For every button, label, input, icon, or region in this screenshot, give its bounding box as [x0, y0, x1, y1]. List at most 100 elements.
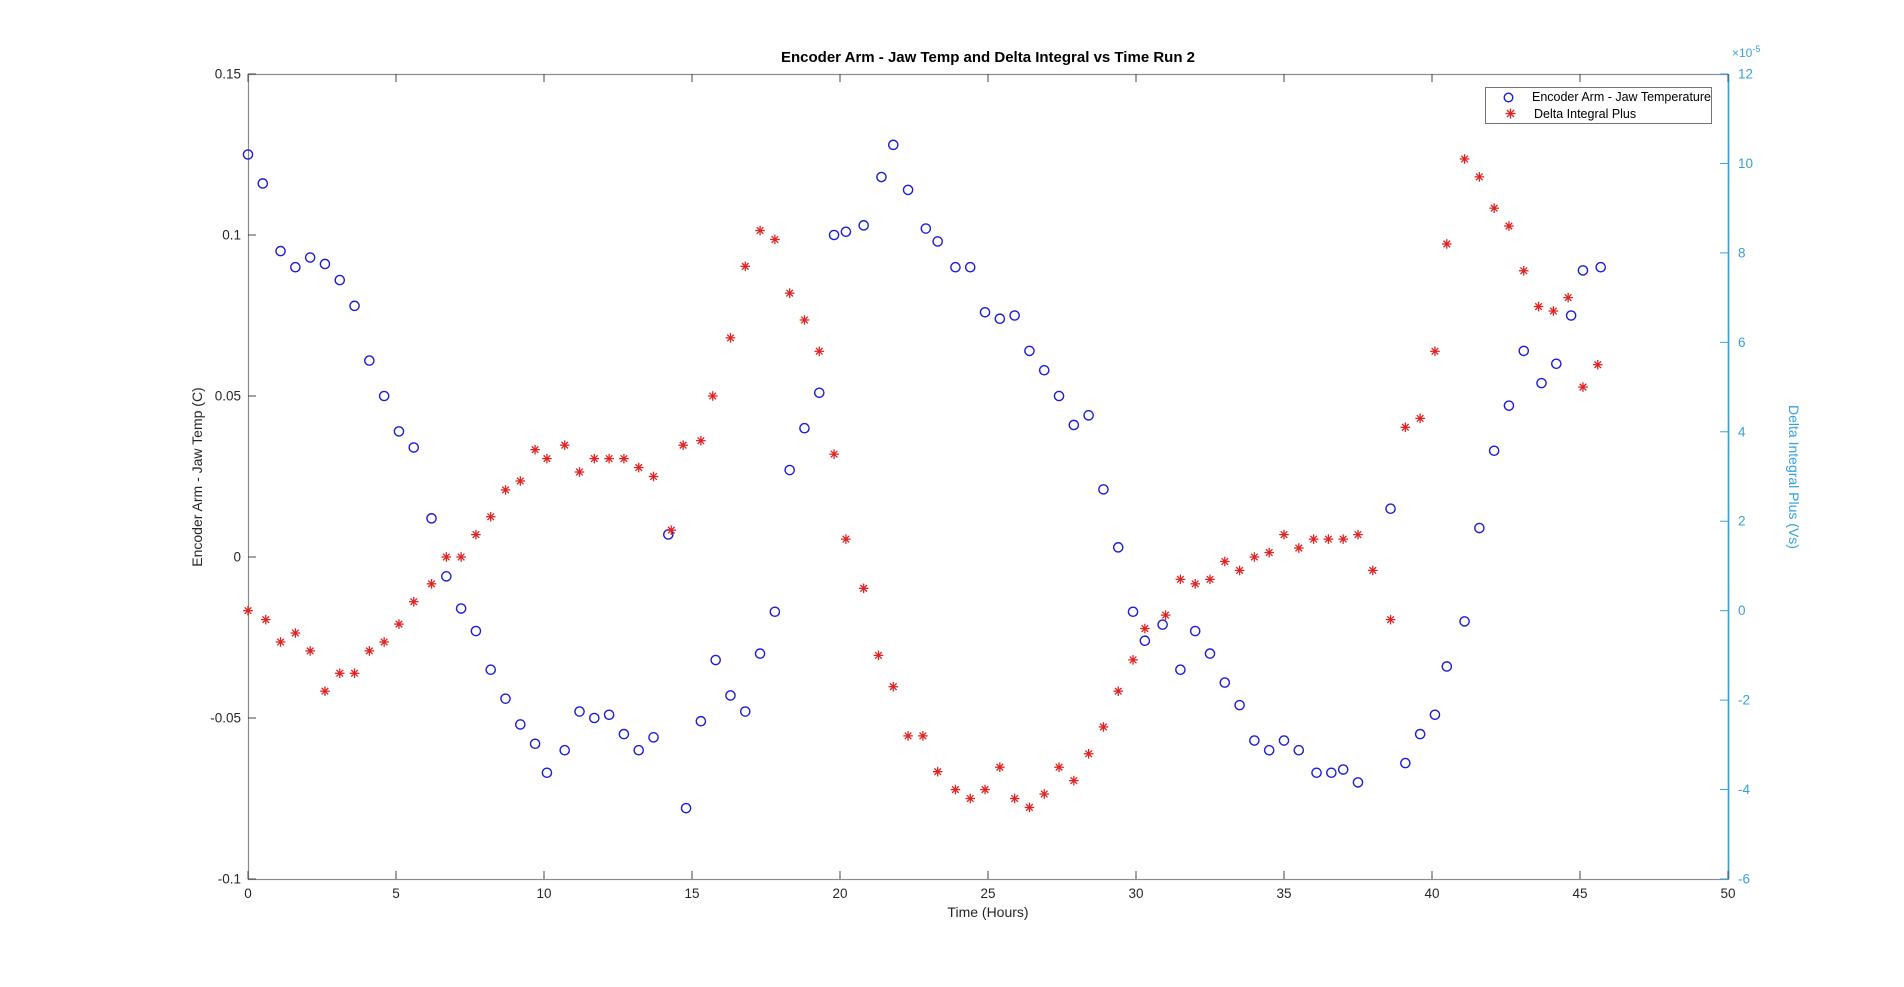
data-point-temperature — [1352, 777, 1364, 788]
data-point-delta — [980, 784, 990, 795]
data-point-delta — [814, 346, 825, 357]
data-point-delta — [604, 453, 614, 464]
data-point-temperature — [500, 693, 511, 704]
data-point-temperature — [1009, 310, 1020, 321]
data-point-temperature — [1414, 728, 1426, 740]
data-point-delta — [1205, 574, 1215, 585]
data-point-delta — [755, 225, 765, 236]
data-point-delta — [903, 731, 913, 741]
series-temperature — [242, 139, 1607, 814]
data-point-delta — [290, 628, 301, 638]
data-point-delta — [408, 596, 419, 607]
data-point-delta — [678, 440, 688, 450]
data-point-delta — [394, 619, 404, 629]
data-point-temperature — [515, 719, 526, 730]
data-point-delta — [1548, 306, 1559, 316]
right-axis-label: Delta Integral Plus (Vs) — [1786, 405, 1802, 549]
data-point-delta — [858, 583, 869, 594]
data-point-temperature — [290, 261, 301, 273]
data-point-delta — [530, 444, 540, 455]
data-point-temperature — [813, 387, 825, 399]
left-tick-label: -0.1 — [218, 872, 241, 887]
data-point-delta — [1264, 547, 1274, 558]
data-point-temperature — [257, 178, 269, 189]
data-point-delta — [320, 686, 330, 696]
data-point-temperature — [648, 732, 659, 743]
right-tick-label: 2 — [1738, 514, 1746, 529]
data-point-temperature — [618, 728, 630, 740]
data-point-temperature — [1326, 767, 1337, 779]
data-point-delta — [784, 288, 795, 298]
data-point-delta — [707, 391, 718, 401]
data-point-temperature — [426, 513, 437, 524]
data-point-delta — [1160, 610, 1171, 620]
data-point-delta — [364, 646, 375, 656]
data-point-delta — [275, 637, 286, 647]
data-point-delta — [619, 453, 629, 464]
data-point-temperature — [739, 706, 751, 717]
data-point-temperature — [1518, 345, 1530, 357]
data-point-temperature — [441, 571, 452, 582]
data-point-temperature — [603, 709, 615, 721]
data-point-temperature — [799, 422, 810, 434]
data-point-temperature — [1053, 390, 1065, 402]
data-point-temperature — [769, 606, 781, 618]
data-point-delta — [1415, 413, 1425, 424]
data-point-temperature — [1175, 664, 1186, 676]
x-tick-label: 15 — [684, 886, 699, 901]
legend-asterisk-marker-icon — [1486, 107, 1534, 120]
left-tick-label: 0.1 — [222, 228, 241, 243]
data-point-delta — [243, 605, 253, 616]
data-point-delta — [559, 440, 570, 450]
data-point-temperature — [1278, 735, 1290, 746]
data-point-temperature — [710, 654, 721, 666]
data-point-temperature — [695, 715, 707, 727]
data-point-delta — [1294, 543, 1304, 553]
right-tick-label: 8 — [1738, 245, 1746, 260]
data-point-delta — [1504, 221, 1514, 231]
data-point-delta — [1279, 529, 1289, 540]
data-point-temperature — [680, 802, 692, 814]
x-tick-label: 50 — [1720, 886, 1735, 901]
data-point-temperature — [876, 171, 887, 183]
data-point-delta — [485, 511, 496, 522]
data-point-temperature — [349, 300, 360, 312]
data-point-temperature — [1204, 648, 1216, 659]
data-point-temperature — [1024, 345, 1035, 357]
data-point-temperature — [559, 744, 571, 756]
data-point-temperature — [828, 229, 840, 241]
data-point-delta — [515, 476, 526, 486]
data-point-temperature — [1157, 619, 1168, 630]
data-point-delta — [888, 681, 899, 692]
multiplier-exponent: -5 — [1752, 44, 1761, 54]
data-point-delta — [770, 234, 780, 245]
data-point-temperature — [1400, 757, 1411, 769]
data-point-delta — [932, 766, 943, 777]
data-point-temperature — [1337, 764, 1349, 775]
data-point-delta — [542, 453, 552, 464]
data-point-temperature — [932, 236, 943, 247]
data-point-delta — [1024, 802, 1035, 813]
data-point-temperature — [1551, 358, 1562, 370]
data-point-temperature — [633, 744, 645, 756]
left-tick-label: 0.05 — [215, 389, 241, 404]
data-point-temperature — [1083, 410, 1094, 421]
data-point-temperature — [529, 738, 541, 750]
data-point-temperature — [1098, 484, 1109, 495]
data-point-delta — [1249, 552, 1260, 562]
x-tick-label: 0 — [244, 886, 252, 901]
data-point-delta — [1083, 748, 1094, 759]
data-point-delta — [426, 579, 437, 589]
data-point-temperature — [304, 252, 316, 263]
legend-label-temperature: Encoder Arm - Jaw Temperature — [1531, 90, 1711, 105]
x-axis-label: Time (Hours) — [947, 904, 1029, 920]
data-point-delta — [1400, 422, 1411, 433]
data-point-delta — [1234, 565, 1245, 576]
right-tick-label: -6 — [1738, 872, 1750, 887]
data-point-delta — [696, 435, 706, 446]
data-point-temperature — [1536, 377, 1547, 389]
data-point-temperature — [1263, 744, 1275, 756]
data-point-temperature — [1488, 445, 1500, 457]
data-point-temperature — [840, 226, 852, 238]
